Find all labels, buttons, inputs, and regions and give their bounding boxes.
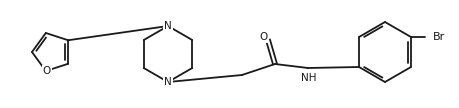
Text: O: O	[43, 66, 51, 76]
Text: O: O	[259, 32, 268, 42]
Text: NH: NH	[301, 73, 316, 83]
Text: Br: Br	[432, 32, 444, 42]
Text: N: N	[164, 77, 172, 87]
Text: N: N	[164, 21, 172, 31]
